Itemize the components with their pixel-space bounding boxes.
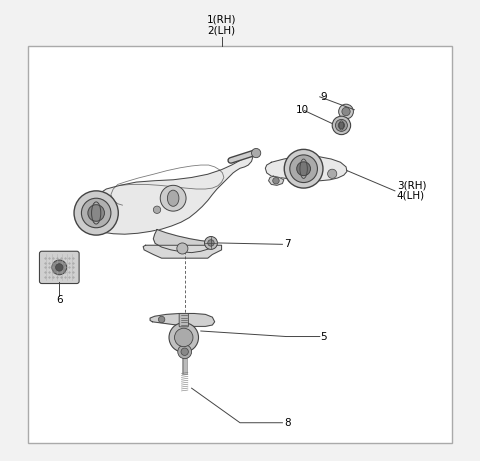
Circle shape <box>175 328 193 347</box>
Circle shape <box>153 206 161 213</box>
Circle shape <box>82 198 111 228</box>
Polygon shape <box>143 245 222 258</box>
Text: 9: 9 <box>321 92 327 102</box>
Text: 1(RH): 1(RH) <box>207 14 236 24</box>
Text: 2(LH): 2(LH) <box>207 25 236 35</box>
Circle shape <box>332 116 350 135</box>
Circle shape <box>74 191 118 235</box>
Circle shape <box>327 169 337 178</box>
Text: 5: 5 <box>321 331 327 342</box>
Text: 8: 8 <box>284 418 290 428</box>
Circle shape <box>273 177 279 184</box>
Circle shape <box>336 119 348 131</box>
Polygon shape <box>153 230 215 253</box>
Polygon shape <box>150 313 215 326</box>
Circle shape <box>178 345 192 359</box>
Circle shape <box>56 264 63 271</box>
Circle shape <box>181 348 188 355</box>
Circle shape <box>88 205 105 221</box>
Circle shape <box>204 236 217 249</box>
Text: 6: 6 <box>56 295 62 305</box>
Circle shape <box>290 155 317 183</box>
Circle shape <box>252 148 261 158</box>
Circle shape <box>342 107 350 116</box>
Polygon shape <box>265 156 347 181</box>
Circle shape <box>208 240 214 246</box>
Polygon shape <box>95 154 253 234</box>
Bar <box>28 46 452 443</box>
Circle shape <box>52 260 67 275</box>
FancyBboxPatch shape <box>39 251 79 284</box>
Ellipse shape <box>168 190 179 207</box>
Text: 4(LH): 4(LH) <box>397 191 425 201</box>
Circle shape <box>169 323 199 352</box>
Circle shape <box>297 162 311 176</box>
Circle shape <box>338 122 345 129</box>
Text: 10: 10 <box>295 105 309 115</box>
Circle shape <box>160 185 186 211</box>
Circle shape <box>339 104 353 119</box>
Polygon shape <box>269 176 284 185</box>
FancyBboxPatch shape <box>179 313 188 327</box>
Circle shape <box>284 149 323 188</box>
Text: 3(RH): 3(RH) <box>397 180 426 190</box>
Circle shape <box>177 243 188 254</box>
Circle shape <box>158 316 165 323</box>
Text: 7: 7 <box>284 239 290 249</box>
